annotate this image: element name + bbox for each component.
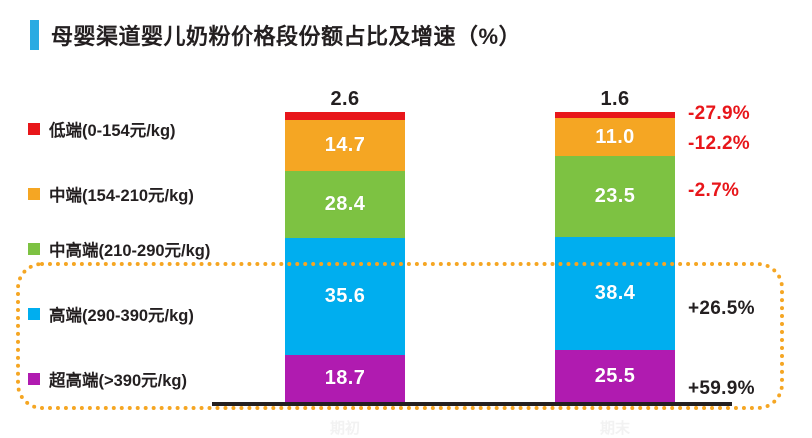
bar-top-value-label: 1.6 [600,88,630,110]
bar-segment-value-label: 14.7 [324,134,366,156]
legend-item-label: 低端(0-154元/kg) [49,122,176,140]
bar-segment-value-label: 23.5 [594,185,636,207]
bar-segment[interactable]: 35.6 [285,238,405,355]
legend-swatch-icon [28,188,40,200]
legend-swatch-icon [28,243,40,255]
page-title: 母婴渠道婴儿奶粉价格段份额占比及增速（%） [51,24,522,49]
bar-segment-value-label: 38.4 [594,282,636,304]
chart-title: 母婴渠道婴儿奶粉价格段份额占比及增速（%） [30,18,521,52]
title-accent-bar [30,20,39,50]
growth-rate-label: +26.5% [688,298,755,319]
legend-item[interactable]: 超高端(>390元/kg) [28,368,187,390]
legend-item-label: 中端(154-210元/kg) [49,187,194,205]
legend-swatch-icon [28,373,40,385]
bar-segment[interactable]: 25.5 [555,350,675,402]
bar-segment-value-label: 25.5 [594,364,636,387]
growth-rate-label: +59.9% [688,378,755,399]
bar-top-value-label: 2.6 [330,88,360,110]
legend-item-label: 高端(290-390元/kg) [49,307,194,325]
legend-item[interactable]: 低端(0-154元/kg) [28,118,176,140]
bar-segment-value-label: 18.7 [324,367,366,389]
legend-swatch-icon [28,308,40,320]
bar-segment-value-label: 11.0 [595,125,635,148]
legend-item[interactable]: 高端(290-390元/kg) [28,303,194,325]
bar-segment[interactable]: 14.7 [285,120,405,171]
x-axis-category-label: 期初 [329,420,360,437]
bar-segment[interactable] [555,112,675,118]
growth-rate-label: -27.9% [688,103,751,124]
legend-item-label: 超高端(>390元/kg) [49,372,187,390]
legend-item[interactable]: 中高端(210-290元/kg) [28,238,210,260]
bar-segment-value-label: 28.4 [324,193,366,215]
bar-segment[interactable] [285,112,405,120]
legend-item[interactable]: 中端(154-210元/kg) [28,183,194,205]
bar-segment[interactable]: 18.7 [285,355,405,402]
growth-rate-label: -2.7% [688,180,740,201]
bar-segment-value-label: 35.6 [324,285,366,307]
x-axis-category-label: 期末 [599,420,630,437]
bar-segment[interactable]: 38.4 [555,237,675,350]
x-axis-line [212,402,732,406]
bar-segment[interactable]: 11.0 [555,118,675,156]
legend-swatch-icon [28,123,40,135]
legend-item-label: 中高端(210-290元/kg) [49,242,211,260]
bar-segment[interactable]: 23.5 [555,156,675,237]
growth-rate-label: -12.2% [688,133,751,154]
bar-segment[interactable]: 28.4 [285,171,405,238]
